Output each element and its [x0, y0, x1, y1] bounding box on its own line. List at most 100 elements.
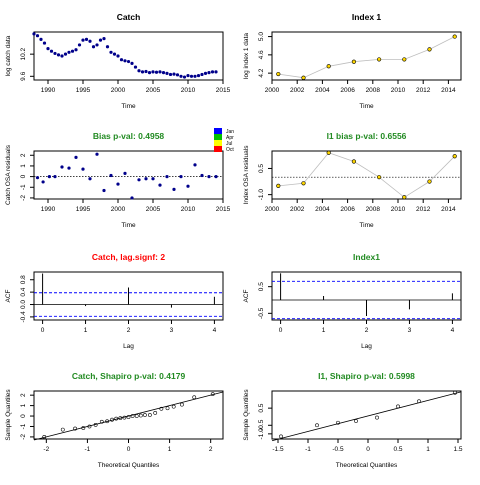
data-point: [46, 47, 50, 51]
x-tick-label: 4: [213, 327, 217, 334]
data-point: [147, 71, 152, 75]
data-point: [143, 413, 147, 417]
data-point: [110, 417, 114, 422]
x-tick-label: 2012: [416, 206, 431, 213]
data-point: [214, 175, 218, 179]
x-tick-label: -2: [43, 446, 49, 453]
data-point: [210, 70, 215, 74]
data-point: [53, 175, 57, 179]
data-point: [151, 177, 155, 181]
y-tick-label: 2: [20, 153, 27, 157]
chart-title: Catch, Shapiro p-val: 0.4179: [72, 371, 186, 381]
data-point: [179, 74, 183, 78]
data-point: [351, 159, 357, 164]
data-point: [192, 395, 197, 400]
data-point: [161, 71, 166, 75]
data-point: [81, 38, 85, 42]
x-axis-label: Theoretical Quantiles: [98, 462, 160, 469]
chart-title: Catch, lag.signf: 2: [92, 252, 165, 262]
data-point: [91, 45, 96, 49]
x-tick-label: 2005: [146, 87, 161, 94]
data-point: [147, 413, 152, 417]
data-point: [427, 179, 432, 184]
y-tick-label: -1.0: [258, 428, 265, 440]
legend-label: Jan: [226, 129, 234, 135]
legend-swatch: [214, 128, 222, 134]
panel-qq_catch: Catch, Shapiro p-val: 0.4179 -2 -1 0 1 2 -2 -1 0…: [5, 371, 224, 469]
plot-frame: [271, 150, 462, 200]
data-point: [186, 184, 190, 188]
x-tick-label: 0: [127, 446, 131, 453]
x-tick-label: 2010: [391, 206, 406, 213]
data-point: [168, 72, 173, 77]
x-axis-label: Time: [359, 222, 374, 229]
x-tick-label: 2002: [290, 206, 305, 213]
x-tick-label: 2004: [315, 206, 330, 213]
x-axis-label: Lag: [361, 343, 372, 350]
data-point: [133, 65, 138, 69]
data-point: [182, 75, 187, 79]
chart-title: Index 1: [352, 12, 382, 22]
chart-title: Index1: [353, 252, 380, 262]
x-tick-label: 0: [41, 327, 45, 334]
reference-line: [271, 391, 462, 442]
data-point: [144, 69, 148, 74]
y-tick-label: 10.2: [20, 47, 27, 60]
x-tick-label: 2010: [181, 87, 196, 94]
data-point: [87, 424, 92, 429]
x-tick-label: 0: [279, 327, 283, 334]
x-axis-label: Time: [121, 103, 136, 110]
plot-frame: [33, 150, 224, 200]
x-tick-label: 2: [209, 446, 213, 453]
data-point: [165, 406, 170, 411]
data-point: [140, 70, 145, 74]
data-point: [119, 58, 124, 62]
y-tick-label: 1: [20, 403, 27, 407]
legend-swatch: [214, 140, 222, 146]
y-tick-label: 0.5: [258, 403, 265, 412]
x-axis-label: Theoretical Quantiles: [336, 462, 398, 469]
x-tick-label: 2004: [315, 87, 330, 94]
y-tick-label: -0.5: [258, 419, 265, 431]
data-point: [67, 166, 71, 170]
data-point: [130, 61, 134, 65]
y-tick-label: 9.6: [20, 71, 27, 80]
data-point: [95, 43, 99, 47]
x-tick-label: 1: [84, 327, 88, 334]
plot-frame: [271, 31, 462, 81]
data-point: [210, 392, 215, 397]
data-point: [109, 173, 113, 178]
data-point: [73, 426, 77, 431]
chart-title: I1 bias p-val: 0.6556: [327, 131, 407, 141]
y-tick-label: 2: [20, 393, 27, 397]
y-axis-label: ACF: [5, 289, 12, 302]
x-tick-label: 2006: [340, 87, 355, 94]
data-point: [452, 34, 457, 39]
data-point: [214, 70, 218, 74]
x-tick-label: 2008: [366, 206, 381, 213]
data-point: [203, 71, 208, 75]
y-tick-label: 0: [20, 414, 27, 418]
data-point: [279, 434, 283, 439]
data-point: [144, 177, 148, 181]
reference-line: [33, 391, 224, 441]
x-tick-label: 2: [127, 327, 131, 334]
data-point: [81, 426, 86, 430]
data-point: [180, 402, 184, 407]
legend-label: Jul: [226, 141, 232, 147]
x-axis-label: Lag: [123, 343, 134, 350]
data-point: [153, 411, 158, 415]
data-point: [375, 415, 379, 420]
x-tick-label: 2010: [391, 87, 406, 94]
x-tick-label: 2002: [290, 87, 305, 94]
chart-title: I1, Shapiro p-val: 0.5998: [318, 371, 415, 381]
data-point: [123, 171, 127, 175]
x-tick-label: 1995: [76, 206, 91, 213]
data-point: [114, 416, 119, 421]
data-point: [179, 175, 183, 179]
data-point: [56, 53, 61, 57]
y-tick-label: -2: [20, 434, 27, 440]
y-tick-label: 5.0: [258, 32, 265, 41]
data-point: [134, 414, 139, 418]
